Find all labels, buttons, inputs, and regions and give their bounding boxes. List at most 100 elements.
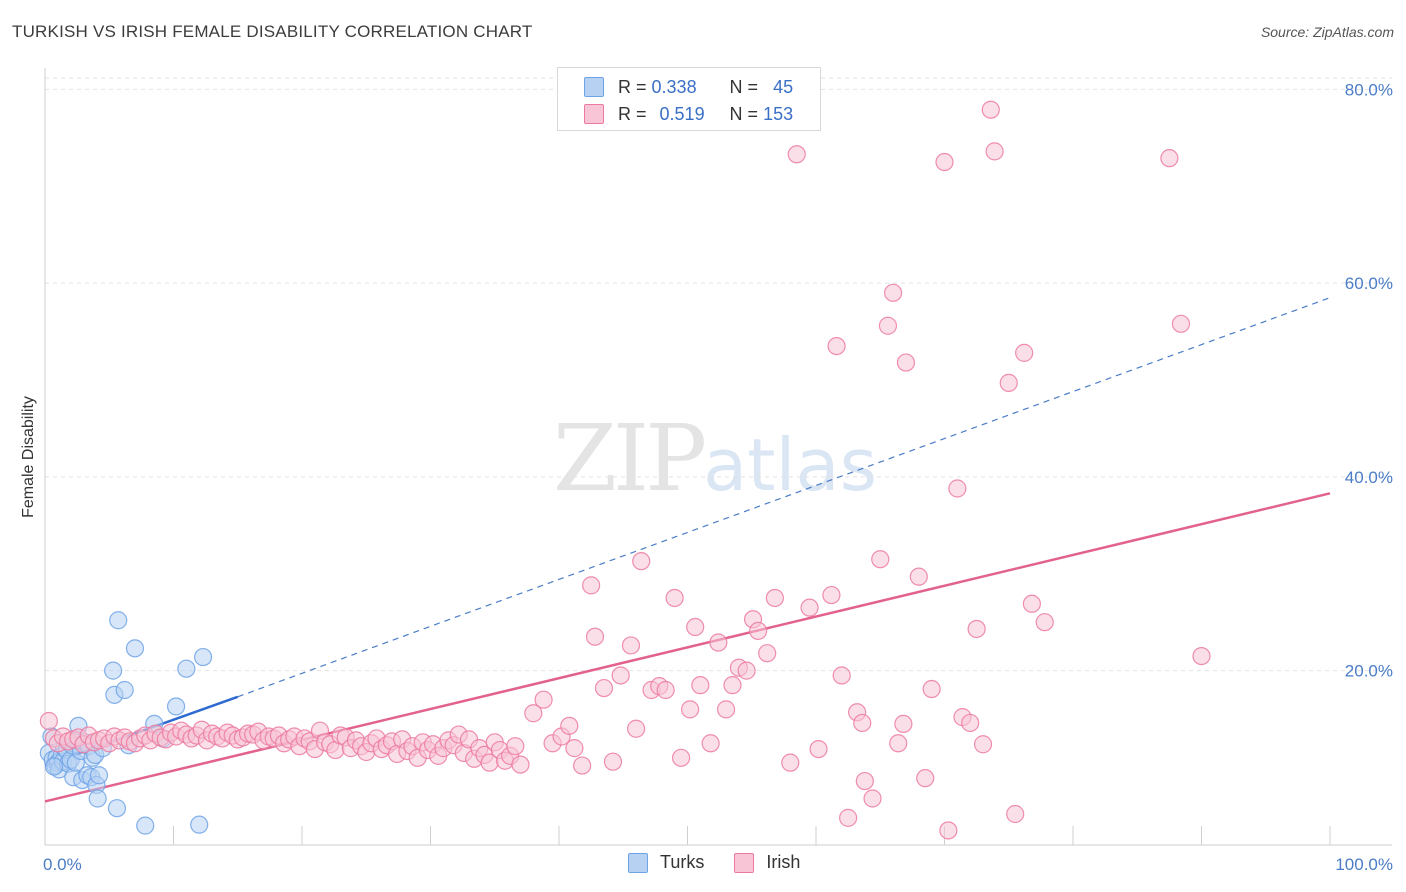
irish-point [573, 756, 592, 775]
bottom-legend-label-turks: Turks [660, 852, 705, 872]
y-tick-label: 80.0% [1345, 80, 1393, 99]
irish-point [701, 734, 720, 753]
turks-point [107, 799, 127, 818]
irish-point [922, 679, 941, 699]
irish-point [39, 711, 58, 731]
irish-point [878, 316, 898, 335]
irish-point [855, 771, 874, 791]
watermark-zip: ZIP [553, 405, 707, 512]
turks-point [190, 815, 209, 834]
turks-point [166, 697, 186, 716]
irish-point [560, 716, 579, 735]
irish-point [1160, 149, 1179, 168]
legend-n-value: 45 [773, 76, 794, 97]
irish-point [585, 627, 605, 646]
turks-point [104, 661, 123, 680]
y-tick-label: 20.0% [1345, 662, 1393, 681]
bottom-legend-turks: Turks [628, 852, 704, 873]
irish-point [1171, 314, 1191, 333]
bottom-legend-label-irish: Irish [766, 852, 801, 872]
legend-r-value: 0.338 [651, 76, 697, 97]
irish-point [665, 588, 684, 608]
irish-point [1192, 646, 1211, 666]
irish-point [691, 676, 710, 695]
y-tick-label: 60.0% [1345, 274, 1393, 293]
irish-point [967, 619, 986, 639]
legend-swatch-irish [584, 104, 604, 124]
watermark-atlas: atlas [703, 423, 878, 507]
turks-point [88, 789, 107, 808]
irish-point [632, 552, 651, 571]
irish-point [765, 588, 784, 608]
irish-point [1015, 343, 1034, 362]
legend-row-turks: R = 0.338 N = 45 [584, 76, 793, 98]
bottom-legend-swatch-turks [628, 852, 648, 873]
irish-point [582, 576, 601, 595]
irish-point [603, 752, 623, 771]
trend-lines [44, 297, 1331, 803]
bottom-legend: Turks Irish [628, 852, 830, 873]
turks-point [177, 659, 196, 678]
irish-point [871, 550, 890, 569]
turks-trend-extension [237, 297, 1331, 698]
legend-swatch-turks [584, 77, 604, 97]
irish-point [524, 704, 543, 723]
turks-point [136, 816, 155, 835]
legend-r-label: R = [618, 103, 647, 124]
irish-point [939, 821, 958, 840]
bottom-legend-irish: Irish [734, 852, 800, 873]
irish-point [1035, 613, 1054, 632]
irish-point [1022, 594, 1041, 613]
irish-point [822, 585, 841, 605]
irish-point [611, 666, 630, 685]
irish-point [737, 661, 756, 680]
irish-point [961, 713, 980, 733]
irish-point [758, 644, 777, 663]
irish-point [883, 283, 903, 302]
irish-trend-line [44, 492, 1331, 803]
irish-point [985, 142, 1004, 161]
legend-r-value: 0.519 [659, 103, 705, 124]
chart-source: Source: ZipAtlas.com [1260, 24, 1394, 40]
legend-n-label: N = [729, 103, 759, 124]
irish-point [506, 737, 525, 756]
turks-point [193, 647, 213, 667]
irish-point [800, 598, 819, 617]
irish-point [827, 336, 846, 356]
axis-labels: 20.0% 40.0% 60.0% 80.0% 0.0% 100.0% Female Dis… [20, 80, 1393, 874]
turks-point [109, 611, 128, 630]
irish-point [832, 666, 851, 685]
legend-n-label: N = [729, 76, 759, 97]
data-points [39, 100, 1211, 840]
irish-point [839, 808, 858, 827]
legend-row-irish: R = 0.519 N = 153 [584, 103, 793, 125]
irish-point [894, 714, 913, 734]
irish-point [981, 100, 1000, 119]
irish-point [511, 755, 530, 774]
irish-point [594, 678, 614, 698]
irish-point [626, 719, 646, 738]
irish-point [935, 152, 954, 172]
gridlines [45, 77, 1392, 672]
irish-point [723, 676, 742, 695]
irish-point [716, 700, 736, 719]
irish-point [534, 690, 553, 709]
irish-point [896, 353, 916, 372]
irish-point [999, 373, 1018, 393]
legend-n-value: 153 [763, 103, 794, 124]
irish-point [809, 739, 828, 759]
irish-point [948, 479, 967, 498]
irish-point [853, 713, 872, 733]
turks-point [115, 680, 134, 700]
irish-point [1006, 804, 1025, 824]
irish-point [671, 748, 691, 767]
x-tick-label: 0.0% [43, 855, 82, 874]
irish-point [565, 739, 584, 758]
irish-point [889, 734, 908, 753]
irish-point [656, 680, 675, 700]
bottom-legend-swatch-irish [734, 852, 755, 873]
irish-point [709, 633, 728, 652]
irish-point [863, 789, 882, 808]
irish-point [781, 753, 800, 772]
